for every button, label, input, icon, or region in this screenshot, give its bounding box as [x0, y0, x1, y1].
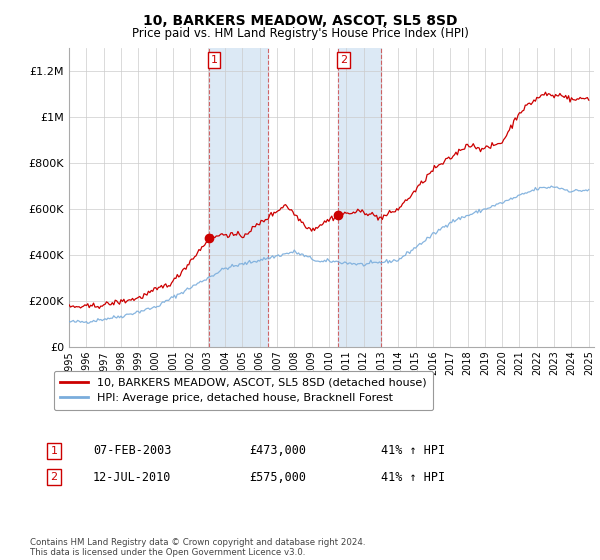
Text: 41% ↑ HPI: 41% ↑ HPI [381, 444, 445, 458]
Text: 1: 1 [211, 55, 218, 65]
Text: 41% ↑ HPI: 41% ↑ HPI [381, 470, 445, 484]
Bar [209, 48, 268, 347]
Text: Contains HM Land Registry data © Crown copyright and database right 2024.
This d: Contains HM Land Registry data © Crown c… [30, 538, 365, 557]
Text: £575,000: £575,000 [249, 470, 306, 484]
Text: 2: 2 [50, 472, 58, 482]
Text: 1: 1 [50, 446, 58, 456]
Text: 07-FEB-2003: 07-FEB-2003 [93, 444, 172, 458]
Legend: 10, BARKERS MEADOW, ASCOT, SL5 8SD (detached house), HPI: Average price, detache: 10, BARKERS MEADOW, ASCOT, SL5 8SD (deta… [53, 371, 433, 410]
Text: £473,000: £473,000 [249, 444, 306, 458]
Bar [338, 48, 381, 347]
Text: Price paid vs. HM Land Registry's House Price Index (HPI): Price paid vs. HM Land Registry's House … [131, 27, 469, 40]
Text: 2: 2 [340, 55, 347, 65]
Text: 10, BARKERS MEADOW, ASCOT, SL5 8SD: 10, BARKERS MEADOW, ASCOT, SL5 8SD [143, 14, 457, 28]
Text: 12-JUL-2010: 12-JUL-2010 [93, 470, 172, 484]
